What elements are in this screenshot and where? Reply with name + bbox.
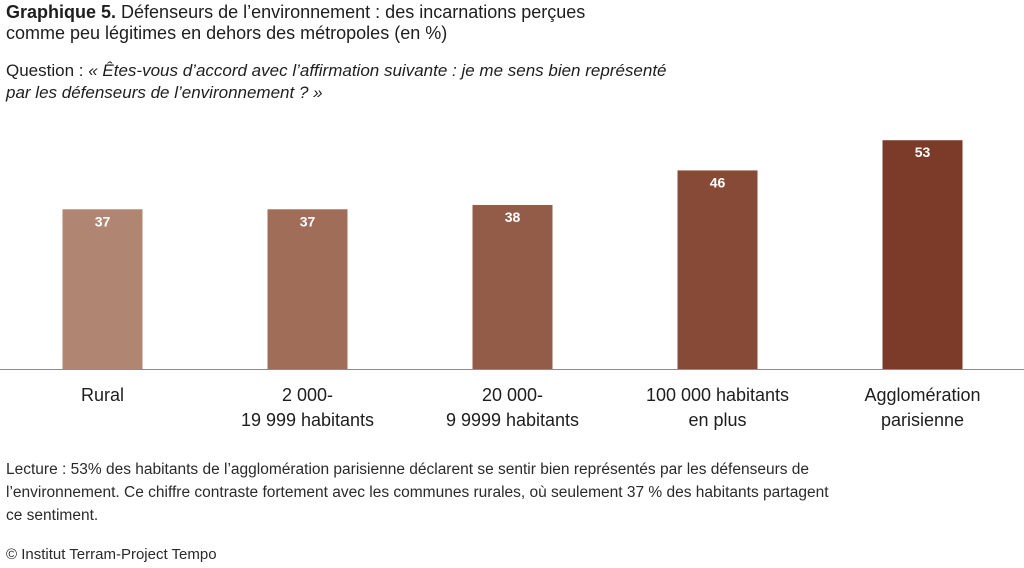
chart-title: Graphique 5. Défenseurs de l’environneme… (6, 2, 1006, 44)
survey-question: Question : « Êtes-vous d’accord avec l’a… (6, 60, 1006, 104)
category-label-4-line-2: en plus (688, 410, 746, 430)
chart-number: Graphique 5. (6, 2, 117, 22)
bar-5 (882, 140, 963, 369)
category-label-5-line-1: Agglomération (864, 385, 980, 405)
question-label: Question : (6, 61, 89, 80)
chart-title-text: Défenseurs de l’environnement : des inca… (116, 2, 586, 22)
source-credit: © Institut Terram-Project Tempo (6, 546, 217, 563)
question-text: « Êtes-vous d’accord avec l’affirmation … (88, 61, 667, 80)
category-label-1-line-1: Rural (81, 385, 124, 405)
data-label-5: 53 (915, 144, 931, 160)
chart-title-line-1: Graphique 5. Défenseurs de l’environneme… (6, 2, 1006, 23)
data-label-1: 37 (95, 213, 111, 229)
bar-chart: 37 Rural 37 2 000- 19 999 habitants 38 20 000-… (0, 140, 1024, 430)
data-label-2: 37 (300, 213, 316, 229)
data-label-3: 38 (505, 209, 521, 225)
bar-1 (62, 209, 143, 369)
data-label-4: 46 (710, 174, 726, 190)
category-label-2-line-2: 19 999 habitants (241, 410, 374, 430)
reading-note-line-2: l’environnement. Ce chiffre contraste fo… (6, 484, 829, 501)
reading-note-line-3: ce sentiment. (6, 507, 99, 524)
survey-question-line-1: Question : « Êtes-vous d’accord avec l’a… (6, 60, 1006, 82)
category-label-2-line-1: 2 000- (282, 385, 333, 405)
reading-note: Lecture : 53% des habitants de l’agglomé… (6, 458, 1020, 527)
category-label-3-line-2: 9 9999 habitants (446, 410, 579, 430)
survey-question-line-2: par les défenseurs de l’environnement ? … (6, 83, 323, 102)
bar-2 (267, 209, 348, 369)
chart-title-line-2: comme peu légitimes en dehors des métrop… (6, 23, 448, 43)
category-label-4-line-1: 100 000 habitants (646, 385, 789, 405)
reading-note-line-1: Lecture : 53% des habitants de l’agglomé… (6, 461, 810, 478)
bar-4 (677, 170, 758, 369)
category-label-5-line-2: parisienne (881, 410, 964, 430)
category-label-3-line-1: 20 000- (482, 385, 543, 405)
bar-3 (472, 204, 553, 369)
